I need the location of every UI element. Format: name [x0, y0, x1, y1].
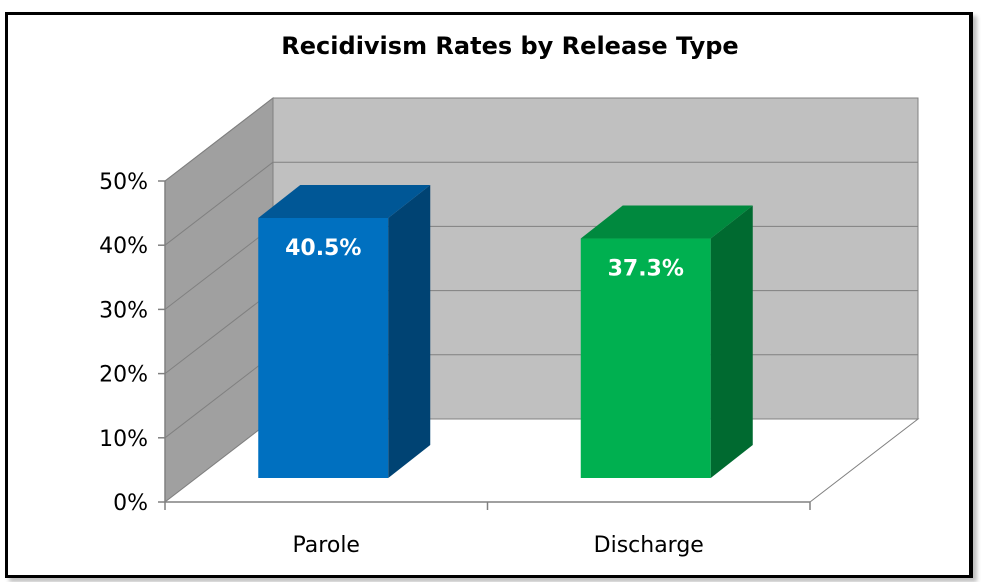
- gridline-side: [164, 97, 274, 182]
- chart-title: Recidivism Rates by Release Type: [281, 32, 738, 60]
- y-tick-label: 40%: [99, 234, 148, 259]
- bar-parole-top: [258, 184, 431, 218]
- bar-discharge-front: [580, 238, 711, 478]
- y-tick-label: 10%: [99, 427, 148, 452]
- gridline-side: [164, 161, 274, 246]
- gridline-side: [164, 290, 274, 374]
- bar-discharge-top: [580, 205, 753, 239]
- y-tick-label: 50%: [99, 170, 148, 195]
- bar-parole-front: [258, 217, 389, 479]
- y-tick-label: 30%: [99, 298, 148, 323]
- category-label-discharge: Discharge: [594, 533, 704, 558]
- gridline-side: [164, 226, 274, 310]
- data-label-discharge: 37.3%: [608, 257, 684, 282]
- bars: [258, 184, 753, 479]
- gridline-side: [164, 354, 274, 439]
- y-tick-label: 20%: [99, 363, 148, 388]
- data-label-parole: 40.5%: [285, 236, 361, 261]
- bar-parole-side: [388, 184, 431, 479]
- category-label-parole: Parole: [293, 533, 360, 558]
- axes: [158, 180, 811, 510]
- bar-discharge-side: [710, 205, 753, 478]
- y-tick-label: 0%: [113, 491, 148, 516]
- labels: 0% 10% 20% 30% 40% 50% 40.5% Parole 37.3% Dischar…: [99, 170, 704, 558]
